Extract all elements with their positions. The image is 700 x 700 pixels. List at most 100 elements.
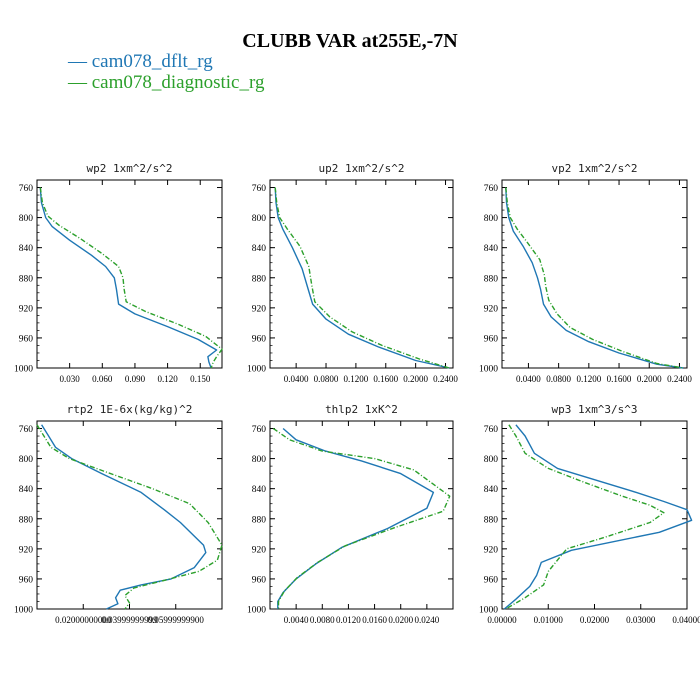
y-tick-label: 840 bbox=[252, 485, 267, 495]
y-tick-label: 840 bbox=[484, 244, 499, 254]
panel-title: rtp2 1E-6x(kg/kg)^2 bbox=[67, 403, 193, 416]
plot-frame bbox=[269, 420, 454, 610]
x-tick-label: 0.030 bbox=[60, 374, 81, 384]
plot-panel-6: wp3 1xm^3/s^3 760 800 840 880 920 960 10000.000… bbox=[479, 403, 700, 625]
plot-frame bbox=[36, 420, 223, 610]
panel-title: wp3 1xm^3/s^3 bbox=[551, 403, 637, 416]
x-tick-label: 0.0040 bbox=[284, 615, 309, 625]
y-tick-label: 960 bbox=[484, 334, 499, 344]
series-line-dflt bbox=[39, 187, 218, 369]
panel-title: wp2 1xm^2/s^2 bbox=[86, 162, 172, 175]
y-tick-label: 800 bbox=[252, 214, 267, 224]
y-tick-label: 1000 bbox=[247, 365, 266, 375]
y-tick-label: 1000 bbox=[479, 606, 498, 616]
x-tick-label: 0.2000 bbox=[637, 374, 662, 384]
y-tick-label: 760 bbox=[252, 184, 267, 194]
series-line-diagnostic bbox=[274, 187, 450, 369]
x-tick-label: 0.060 bbox=[92, 374, 113, 384]
y-tick-label: 760 bbox=[252, 425, 267, 435]
x-tick-label: 0.2400 bbox=[433, 374, 458, 384]
x-tick-label: 0.0240 bbox=[414, 615, 439, 625]
x-tick-label: 0.2400 bbox=[667, 374, 692, 384]
y-tick-label: 840 bbox=[19, 485, 34, 495]
x-tick-label: 0.02000000000 bbox=[55, 615, 112, 625]
x-tick-label: 0.0400 bbox=[284, 374, 309, 384]
y-tick-label: 800 bbox=[252, 455, 267, 465]
panel-title: thlp2 1xK^2 bbox=[325, 403, 398, 416]
x-tick-label: 0.04000 bbox=[672, 615, 700, 625]
series-line-dflt bbox=[41, 424, 207, 610]
y-tick-label: 880 bbox=[252, 515, 267, 525]
y-tick-label: 880 bbox=[252, 274, 267, 284]
y-tick-label: 920 bbox=[484, 304, 499, 314]
legend-entry-diagnostic: — cam078_diagnostic_rg bbox=[68, 72, 265, 93]
x-tick-label: 0.01000 bbox=[534, 615, 564, 625]
y-tick-label: 1000 bbox=[14, 606, 33, 616]
x-tick-label: 0.03999999999 bbox=[101, 615, 158, 625]
y-tick-label: 920 bbox=[252, 545, 267, 555]
y-tick-label: 920 bbox=[252, 304, 267, 314]
y-tick-label: 800 bbox=[19, 214, 34, 224]
y-tick-label: 880 bbox=[484, 515, 499, 525]
y-tick-label: 760 bbox=[19, 425, 34, 435]
x-tick-label: 0.0120 bbox=[336, 615, 361, 625]
y-tick-label: 1000 bbox=[479, 365, 498, 375]
y-tick-label: 920 bbox=[19, 304, 34, 314]
y-tick-label: 840 bbox=[484, 485, 499, 495]
legend-entry-dflt: — cam078_dflt_rg bbox=[68, 51, 213, 72]
y-tick-label: 840 bbox=[19, 244, 34, 254]
plot-frame bbox=[501, 179, 688, 369]
plot-panel-3: vp2 1xm^2/s^2 760 800 840 880 920 960 1000 0.040… bbox=[479, 162, 692, 384]
plot-frame bbox=[269, 179, 454, 369]
y-tick-label: 760 bbox=[19, 184, 34, 194]
y-tick-label: 920 bbox=[19, 545, 34, 555]
plot-panel-2: up2 1xm^2/s^2 760 800 840 880 920 960 1000 0.040… bbox=[247, 162, 458, 384]
y-tick-label: 960 bbox=[19, 575, 34, 585]
series-line-dflt bbox=[277, 427, 435, 609]
x-tick-label: 0.0080 bbox=[310, 615, 335, 625]
series-line-dflt bbox=[505, 187, 684, 369]
y-tick-label: 920 bbox=[484, 545, 499, 555]
x-tick-label: 0.1200 bbox=[576, 374, 601, 384]
series-line-diagnostic bbox=[272, 427, 451, 609]
series-line-diagnostic bbox=[505, 424, 665, 610]
series-line-diagnostic bbox=[39, 187, 223, 369]
plot-panel-4: rtp2 1E-6x(kg/kg)^2 760 800 840 880 920 960 100… bbox=[14, 403, 223, 625]
y-tick-label: 760 bbox=[484, 425, 499, 435]
x-tick-label: 0.02000 bbox=[580, 615, 610, 625]
y-tick-label: 960 bbox=[252, 575, 267, 585]
panel-title: vp2 1xm^2/s^2 bbox=[551, 162, 637, 175]
panel-title: up2 1xm^2/s^2 bbox=[318, 162, 404, 175]
y-tick-label: 800 bbox=[19, 455, 34, 465]
y-tick-label: 960 bbox=[19, 334, 34, 344]
x-tick-label: 0.1600 bbox=[607, 374, 632, 384]
x-tick-label: 0.090 bbox=[125, 374, 146, 384]
y-tick-label: 960 bbox=[252, 334, 267, 344]
y-tick-label: 880 bbox=[484, 274, 499, 284]
x-tick-label: 0.03000 bbox=[626, 615, 656, 625]
y-tick-label: 840 bbox=[252, 244, 267, 254]
x-tick-label: 0.05999999900 bbox=[148, 615, 205, 625]
x-tick-label: 0.0160 bbox=[362, 615, 387, 625]
x-tick-label: 0.2000 bbox=[403, 374, 428, 384]
y-tick-label: 960 bbox=[484, 575, 499, 585]
x-tick-label: 0.120 bbox=[157, 374, 178, 384]
y-tick-label: 800 bbox=[484, 455, 499, 465]
y-tick-label: 880 bbox=[19, 274, 34, 284]
plot-frame bbox=[36, 179, 223, 369]
x-tick-label: 0.1200 bbox=[344, 374, 369, 384]
y-tick-label: 800 bbox=[484, 214, 499, 224]
x-tick-label: 0.0800 bbox=[546, 374, 571, 384]
plot-panel-1: wp2 1xm^2/s^2 760 800 840 880 920 960 1000 0.030… bbox=[14, 162, 223, 384]
series-line-dflt bbox=[274, 187, 450, 369]
x-tick-label: 0.00000 bbox=[487, 615, 517, 625]
x-tick-label: 0.1600 bbox=[373, 374, 398, 384]
plot-frame bbox=[501, 420, 688, 610]
series-line-diagnostic bbox=[36, 424, 223, 610]
y-tick-label: 1000 bbox=[247, 606, 266, 616]
y-tick-label: 1000 bbox=[14, 365, 33, 375]
x-tick-label: 0.0200 bbox=[388, 615, 413, 625]
series-line-diagnostic bbox=[505, 187, 684, 369]
